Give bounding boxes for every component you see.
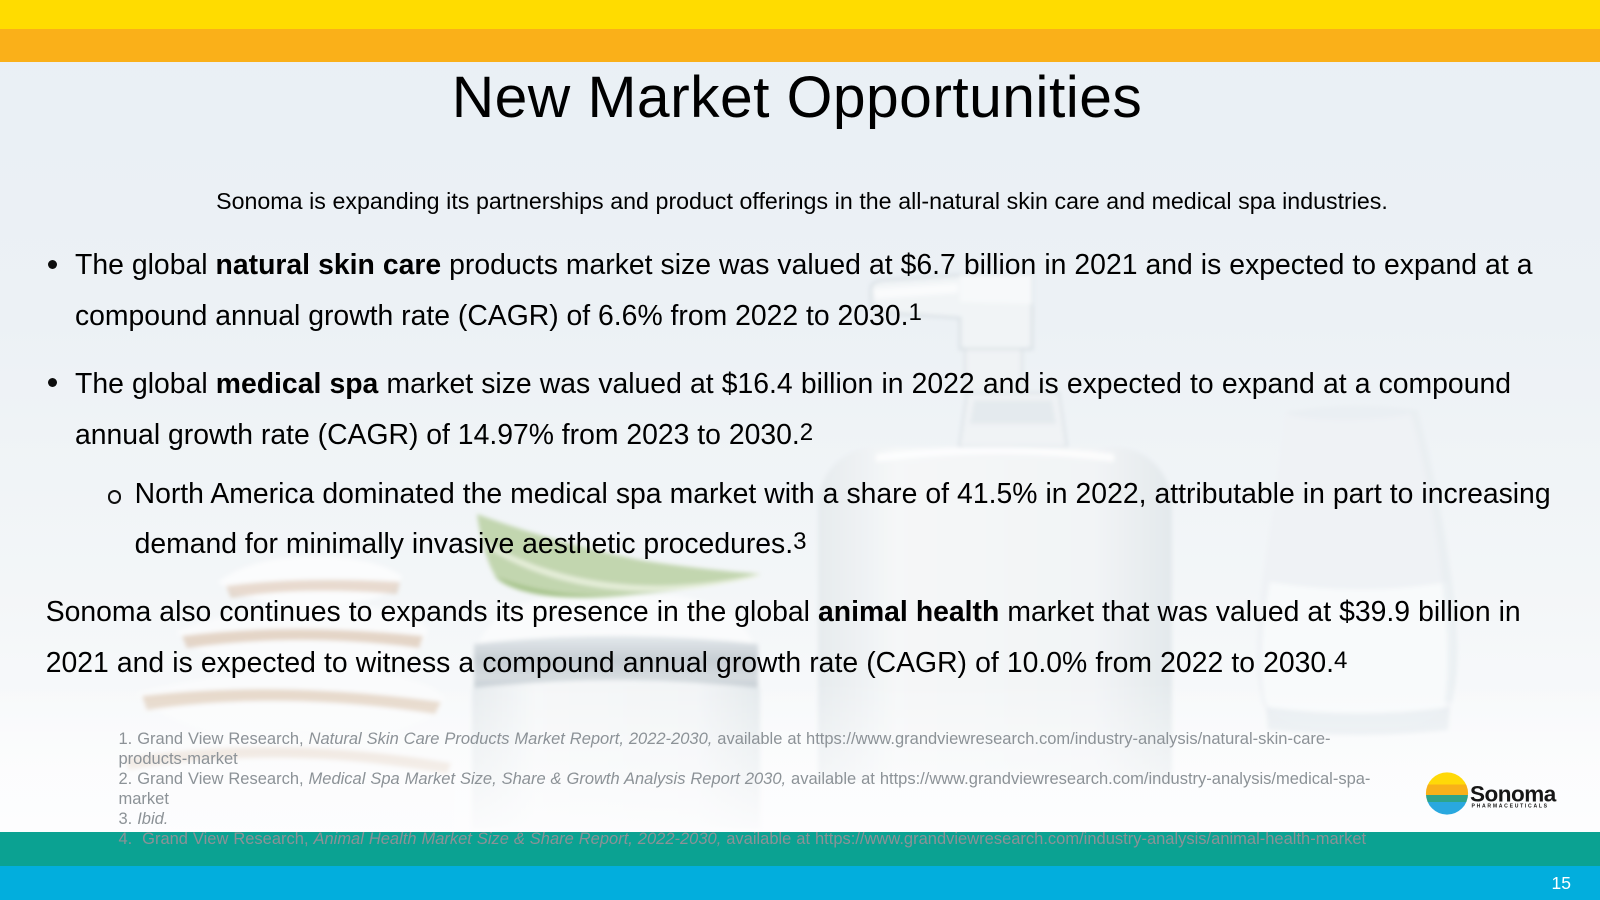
svg-text:Sonoma: Sonoma [1470,782,1557,807]
svg-text:PHARMACEUTICALS: PHARMACEUTICALS [1472,804,1549,810]
